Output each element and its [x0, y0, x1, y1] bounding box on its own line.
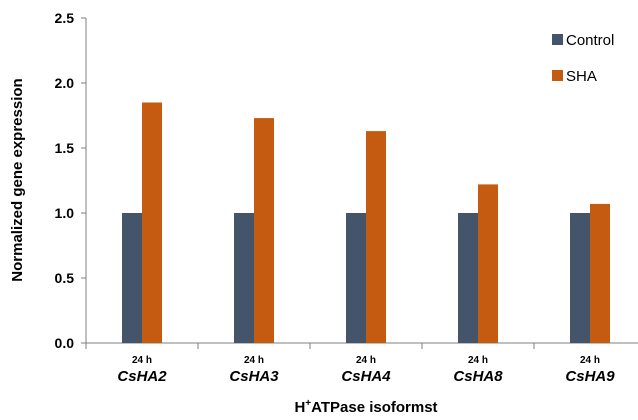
x-time-label: 24 h [132, 355, 152, 366]
x-axis-title: H+ATPase isoformst [294, 398, 437, 416]
x-time-label: 24 h [356, 355, 376, 366]
x-axis-title-prefix: H [294, 399, 305, 416]
x-time-label: 24 h [244, 355, 264, 366]
y-tick-label: 1.0 [55, 205, 75, 221]
bar-control-csha3 [234, 213, 254, 343]
legend-label-control: Control [566, 32, 614, 49]
bar-control-csha8 [458, 213, 478, 343]
x-category-label: CsHA3 [229, 368, 279, 385]
x-axis-title-superscript: + [305, 398, 311, 409]
x-category-label: CsHA9 [565, 368, 615, 385]
x-category-label: CsHA2 [117, 368, 167, 385]
x-category-label: CsHA8 [453, 368, 503, 385]
y-axis-title: Normalized gene expression [9, 78, 26, 281]
bar-control-csha4 [346, 213, 366, 343]
bar-sha-csha2 [142, 102, 162, 343]
bar-sha-csha8 [478, 184, 498, 343]
y-tick-label: 0.5 [55, 270, 75, 286]
y-tick-label: 1.5 [55, 140, 75, 156]
legend-swatch-control [552, 34, 563, 45]
legend-swatch-sha [552, 70, 563, 81]
bar-sha-csha4 [366, 131, 386, 343]
x-axis-title-rest: ATPase isoformst [311, 399, 437, 416]
x-time-label: 24 h [468, 355, 488, 366]
bar-sha-csha9 [590, 203, 610, 343]
legend: Control SHA [552, 32, 614, 85]
y-tick-label: 2.5 [55, 10, 75, 26]
plot-area: 0.0 0.5 1.0 1.5 2.0 2.5 24 h CsHA2 24 h CsHA3 24 h… [55, 10, 638, 385]
bar-control-csha2 [122, 213, 142, 343]
y-axis-title-group: Normalized gene expression [9, 78, 26, 281]
legend-label-sha: SHA [566, 68, 597, 85]
x-category-label: CsHA4 [341, 368, 391, 385]
bar-control-csha9 [570, 213, 590, 343]
y-tick-label: 0.0 [55, 335, 75, 351]
x-time-label: 24 h [580, 355, 600, 366]
bar-sha-csha3 [254, 118, 274, 343]
y-tick-label: 2.0 [55, 75, 75, 91]
